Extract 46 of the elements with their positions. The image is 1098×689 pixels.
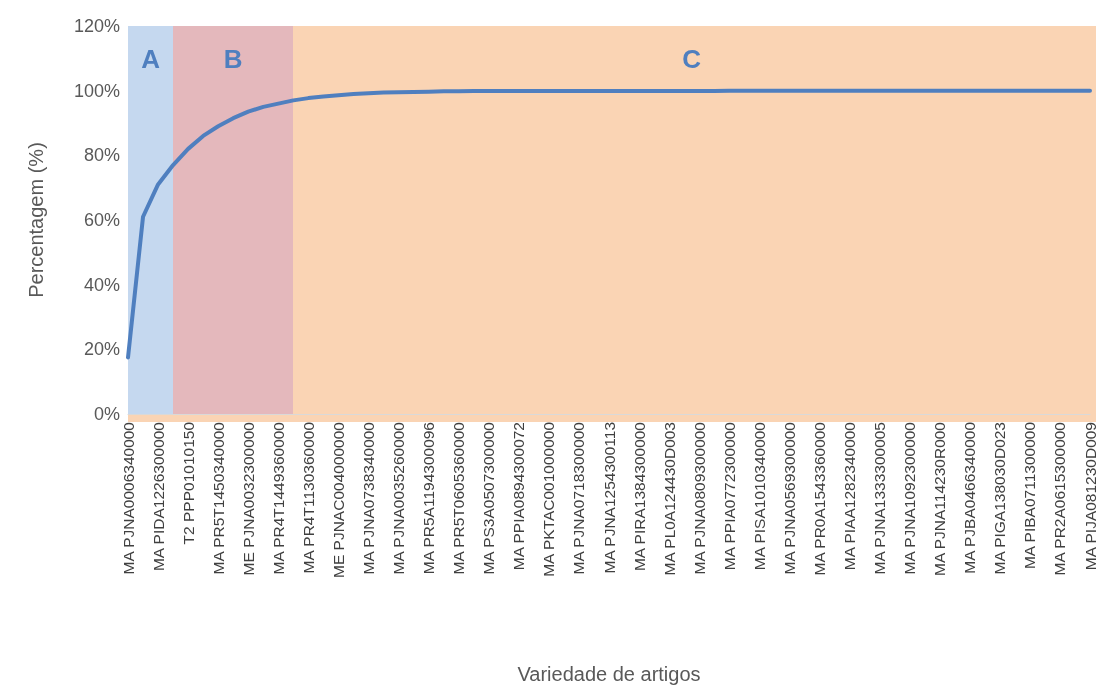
x-tick-label: MA PJNA0569300000 — [780, 421, 798, 575]
x-tick-label: MA PS3A0507300000 — [480, 421, 498, 575]
x-tick-label: MA PJNA1333300005 — [871, 422, 889, 575]
annotation: C — [681, 44, 703, 74]
y-tick-label: 0% — [93, 404, 120, 424]
x-tick-label: MA PJNA114230R000 — [931, 421, 949, 576]
line-series — [126, 88, 1092, 360]
x-tick-label: T2 PPP01010150 — [179, 421, 197, 545]
x-axis-title: Variedade de artigos — [517, 663, 701, 685]
x-tick-label: MA PJNA0738340000 — [360, 421, 377, 575]
x-tick-label: MA PR0A1543360000 — [810, 421, 828, 576]
x-tick-label: MA PIRA1384300000 — [630, 421, 648, 572]
x-tick-label: MA PIDA1226300000 — [149, 421, 167, 572]
x-tick-label: MA PIJA081230D009 — [1081, 422, 1098, 571]
x-tick-label: MA PR5A1194300096 — [420, 422, 438, 575]
x-tick-label: ME PJNA0032300000 — [239, 421, 257, 576]
x-tick-label: MA PJNA1254300113 — [600, 422, 618, 574]
annotation: A — [140, 44, 161, 74]
x-tick-label: MA PJNA0809300000 — [690, 421, 708, 575]
y-tick-label: 20% — [83, 339, 120, 360]
x-tick-label: MA PR4T1449360000 — [269, 421, 287, 575]
x-tick-label: MA PJNA0718300000 — [570, 421, 588, 575]
x-tick-label: MA PKTAC001000000 — [540, 421, 558, 577]
x-tick-label: MA PIBA0711300000 — [1021, 421, 1039, 570]
y-tick-label: 40% — [83, 274, 120, 295]
x-tick-label: MA PJNA1092300000 — [901, 421, 919, 575]
annotation: B — [222, 44, 244, 74]
x-tick-label: MA PIAA1282340000 — [841, 421, 858, 571]
y-tick-label: 120% — [73, 16, 120, 36]
x-tick-label: MA PR5T1450340000 — [209, 421, 227, 575]
x-tick-label: MA PR5T0605360000 — [450, 421, 468, 575]
y-tick-label: 100% — [73, 80, 120, 101]
x-tick-label: MA PPIA0772300000 — [720, 421, 738, 571]
x-tick-label: MA PJNA0035260000 — [390, 421, 408, 575]
x-tick-label: MA PJNA0006340000 — [119, 421, 137, 575]
y-axis-title: Percentagem (%) — [25, 142, 47, 298]
x-tick-label: MA PJBA0466340000 — [961, 421, 979, 574]
y-tick-label: 60% — [83, 210, 120, 230]
x-tick-label: MA PL0A124430D003 — [660, 422, 678, 576]
y-tick-label: 80% — [83, 145, 120, 166]
x-tick-label: MA PPIA0894300072 — [510, 422, 528, 571]
x-tick-label: MA PISA1010340000 — [750, 421, 768, 571]
x-tick-label: MA PR2A0615300000 — [1051, 421, 1069, 576]
x-tick-label: MA PR4T1130360000 — [299, 421, 317, 574]
x-tick-label: MA PIGA138030D023 — [991, 422, 1009, 575]
x-tick-label: ME PJNAC004000000 — [329, 421, 347, 578]
